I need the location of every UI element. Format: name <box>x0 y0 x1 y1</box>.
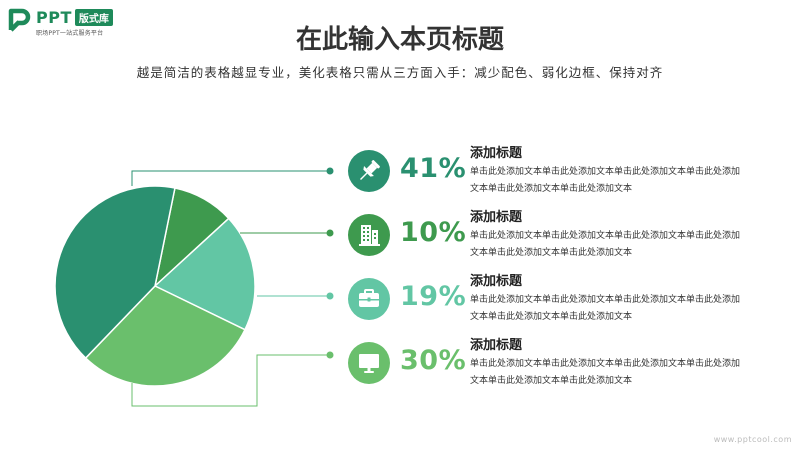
item-body[interactable]: 单击此处添加文本单击此处添加文本单击此处添加文本单击此处添加文本单击此处添加文本… <box>470 167 741 194</box>
logo-brand: PPT <box>36 8 72 27</box>
ppt-logo-icon <box>8 8 31 32</box>
item-heading[interactable]: 添加标题 <box>470 338 523 353</box>
item-percent: 10% <box>400 217 467 248</box>
legend-item-4[interactable]: 30% 添加标题 单击此处添加文本单击此处添加文本单击此处添加文本单击此处添加文… <box>348 338 768 388</box>
leader-dot-4 <box>326 351 334 359</box>
item-percent: 19% <box>400 281 467 312</box>
item-icon-circle <box>348 342 390 384</box>
leader-dot-1 <box>326 167 334 175</box>
legend-item-3[interactable]: 19% 添加标题 单击此处添加文本单击此处添加文本单击此处添加文本单击此处添加文… <box>348 274 768 324</box>
page-title[interactable]: 在此输入本页标题 <box>295 25 504 55</box>
item-body[interactable]: 单击此处添加文本单击此处添加文本单击此处添加文本单击此处添加文本单击此处添加文本… <box>470 295 741 322</box>
logo-tagline: 职场PPT一站式服务平台 <box>36 30 104 37</box>
page-subtitle[interactable]: 越是简洁的表格越显专业，美化表格只需从三方面入手：减少配色、弱化边框、保持对齐 <box>136 65 664 80</box>
legend-item-1[interactable]: 41% 添加标题 单击此处添加文本单击此处添加文本单击此处添加文本单击此处添加文… <box>348 146 768 196</box>
item-body[interactable]: 单击此处添加文本单击此处添加文本单击此处添加文本单击此处添加文本单击此处添加文本… <box>470 231 741 258</box>
item-icon-circle <box>348 214 390 256</box>
pie-slice-4 <box>84 285 246 387</box>
leader-line-4 <box>131 354 330 407</box>
item-body[interactable]: 单击此处添加文本单击此处添加文本单击此处添加文本单击此处添加文本单击此处添加文本… <box>470 359 741 386</box>
item-heading[interactable]: 添加标题 <box>470 210 523 225</box>
leader-line-1 <box>131 170 330 186</box>
pin-icon <box>360 160 380 180</box>
pie-slice-1 <box>54 185 176 360</box>
briefcase-icon <box>359 289 379 307</box>
leader-dot-2 <box>326 229 334 237</box>
leader-lines <box>131 167 334 407</box>
logo: PPT 版式库 职场PPT一站式服务平台 <box>8 8 113 37</box>
monitor-icon <box>359 354 379 373</box>
building-icon <box>359 225 380 246</box>
pie-slices <box>54 185 256 387</box>
item-icon-circle <box>348 150 390 192</box>
footer-url: www.pptcool.com <box>713 435 792 444</box>
pie-slice-3 <box>153 217 256 331</box>
item-percent: 30% <box>400 345 467 376</box>
legend-item-2[interactable]: 10% 添加标题 单击此处添加文本单击此处添加文本单击此处添加文本单击此处添加文… <box>348 210 768 260</box>
item-percent: 41% <box>400 153 467 184</box>
item-icon-circle <box>348 278 390 320</box>
item-heading[interactable]: 添加标题 <box>470 146 523 161</box>
leader-dot-3 <box>326 292 334 300</box>
logo-badge: 版式库 <box>74 9 113 26</box>
item-heading[interactable]: 添加标题 <box>470 274 523 289</box>
